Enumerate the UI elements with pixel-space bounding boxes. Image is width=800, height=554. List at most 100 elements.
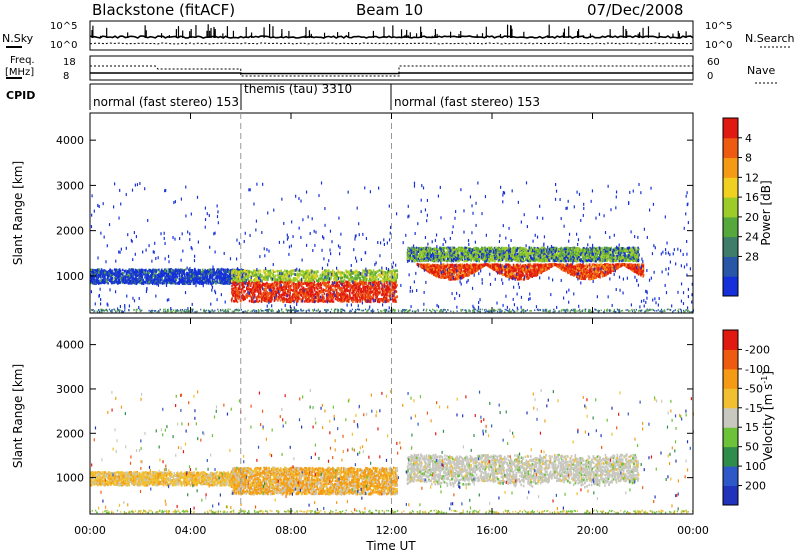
scatter-point <box>219 278 221 280</box>
scatter-point <box>281 281 283 283</box>
scatter-point <box>376 296 378 298</box>
scatter-point <box>308 298 310 300</box>
scatter-point <box>345 299 347 301</box>
scatter-point <box>302 273 304 275</box>
scatter-point <box>116 272 118 274</box>
scatter-point <box>314 287 316 289</box>
scatter-point <box>231 285 233 287</box>
scatter-point <box>134 282 136 284</box>
scatter-point <box>367 294 369 296</box>
scatter-point <box>355 272 357 274</box>
scatter-point <box>199 277 201 279</box>
scatter-point <box>277 287 279 289</box>
scatter-point <box>123 279 125 281</box>
scatter-point <box>359 300 361 302</box>
scatter-point <box>185 276 187 278</box>
scatter-point <box>305 275 307 277</box>
nave-line <box>90 66 693 76</box>
scatter-point <box>344 299 346 301</box>
scatter-point <box>390 270 392 272</box>
scatter-point <box>143 281 145 283</box>
scatter-point <box>97 269 99 271</box>
scatter-point <box>135 274 137 276</box>
scatter-point <box>238 291 240 293</box>
scatter-point <box>293 273 295 275</box>
scatter-point <box>169 280 171 282</box>
scatter-point <box>279 286 281 288</box>
scatter-point <box>174 273 176 275</box>
scatter-point <box>392 292 394 294</box>
scatter-point <box>236 284 238 286</box>
scatter-point <box>385 288 387 290</box>
scatter-point <box>258 285 260 287</box>
scatter-point <box>204 281 206 283</box>
scatter-point <box>245 279 247 281</box>
scatter-point <box>298 292 300 294</box>
scatter-point <box>336 275 338 277</box>
scatter-point <box>306 279 308 281</box>
scatter-point <box>379 301 381 303</box>
scatter-point <box>270 269 272 271</box>
scatter-point <box>155 269 157 271</box>
scatter-point <box>372 271 374 273</box>
scatter-point <box>283 273 285 275</box>
scatter-point <box>186 281 188 283</box>
scatter-point <box>286 274 288 276</box>
scatter-point <box>131 272 133 274</box>
scatter-point <box>177 276 179 278</box>
scatter-point <box>202 278 204 280</box>
scatter-point <box>297 294 299 296</box>
scatter-point <box>109 279 111 281</box>
scatter-point <box>280 296 282 298</box>
nsearch-tick-bottom: 10^0 <box>705 40 732 51</box>
scatter-point <box>265 287 267 289</box>
scatter-point <box>389 272 391 274</box>
scatter-point <box>316 273 318 275</box>
scatter-point <box>306 296 308 298</box>
scatter-point <box>314 275 316 277</box>
scatter-point <box>257 297 259 299</box>
scatter-point <box>311 279 313 281</box>
scatter-point <box>309 300 311 302</box>
scatter-point <box>124 270 126 272</box>
scatter-point <box>385 276 387 278</box>
scatter-point <box>263 278 265 280</box>
scatter-point <box>94 269 96 271</box>
scatter-point <box>313 284 315 286</box>
scatter-point <box>296 292 298 294</box>
scatter-point <box>128 282 130 284</box>
scatter-point <box>343 296 345 298</box>
scatter-point <box>290 301 292 303</box>
scatter-point <box>198 270 200 272</box>
scatter-point <box>265 283 267 285</box>
scatter-point <box>264 297 266 299</box>
scatter-point <box>321 284 323 286</box>
scatter-point <box>208 282 210 284</box>
scatter-point <box>316 279 318 281</box>
scatter-point <box>114 274 116 276</box>
freq-unit-label: [MHz] <box>5 67 34 78</box>
scatter-point <box>160 273 162 275</box>
scatter-point <box>288 285 290 287</box>
scatter-point <box>331 297 333 299</box>
scatter-point <box>166 272 168 274</box>
power-scatter <box>90 181 694 312</box>
scatter-point <box>333 271 335 273</box>
scatter-point <box>236 292 238 294</box>
scatter-point <box>365 290 367 292</box>
scatter-point <box>122 272 124 274</box>
scatter-point <box>313 271 315 273</box>
scatter-point <box>241 288 243 290</box>
scatter-point <box>213 282 215 284</box>
scatter-point <box>99 275 101 277</box>
scatter-point <box>365 283 367 285</box>
scatter-point <box>264 272 266 274</box>
scatter-point <box>342 280 344 282</box>
scatter-point <box>318 299 320 301</box>
scatter-point <box>298 284 300 286</box>
scatter-point <box>310 287 312 289</box>
scatter-point <box>120 273 122 275</box>
scatter-point <box>240 300 242 302</box>
scatter-point <box>329 295 331 297</box>
scatter-point <box>113 282 115 284</box>
